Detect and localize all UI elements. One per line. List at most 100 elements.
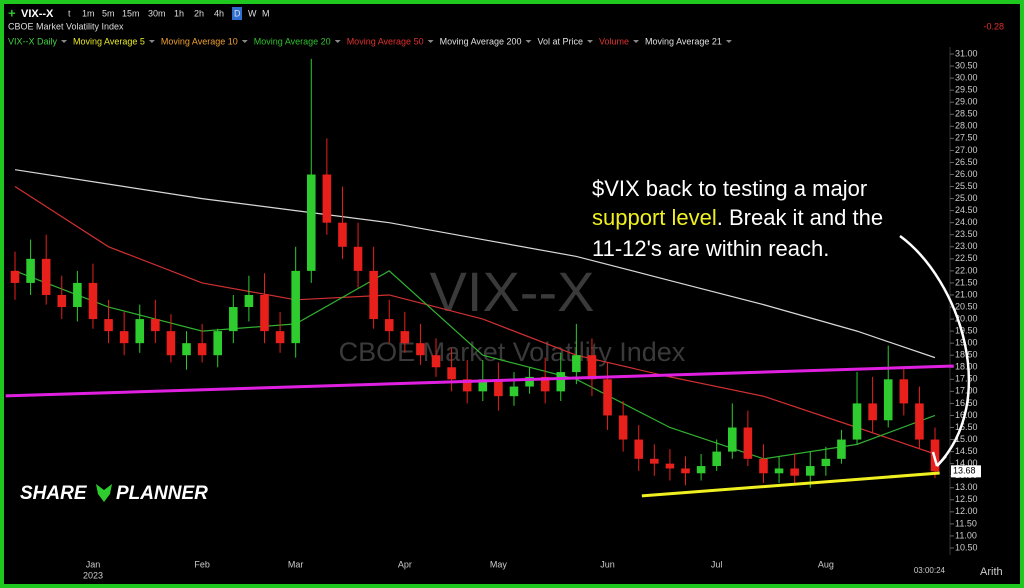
- candle-body: [73, 282, 82, 308]
- candle-body: [868, 403, 877, 421]
- candle-body: [509, 386, 519, 397]
- candle-body: [260, 294, 269, 332]
- legend-entry[interactable]: Moving Average 50: [347, 36, 424, 46]
- y-tick-label: 25.00: [955, 193, 978, 203]
- legend-entry[interactable]: Moving Average 21: [645, 36, 722, 46]
- interval[interactable]: 4h: [214, 8, 224, 18]
- candle-body: [603, 379, 612, 416]
- interval[interactable]: W: [248, 8, 257, 18]
- candle-body: [728, 427, 737, 452]
- scale-mode[interactable]: Arith: [980, 566, 1003, 578]
- legend-caret: [148, 40, 155, 43]
- interval[interactable]: 1h: [174, 8, 184, 18]
- candle-body: [899, 379, 909, 404]
- interval[interactable]: 1m: [82, 8, 95, 18]
- interval[interactable]: 30m: [148, 8, 166, 18]
- y-tick-label: 10.50: [955, 542, 978, 552]
- interval[interactable]: 2h: [194, 8, 204, 18]
- trendline: [5, 364, 954, 398]
- legend-caret: [427, 40, 434, 43]
- y-tick-label: 15.50: [955, 422, 978, 432]
- annotation: 11-12's are within reach.: [592, 236, 829, 261]
- y-tick-label: 20.50: [955, 301, 978, 311]
- y-tick-label: 23.50: [955, 229, 978, 239]
- watermark-subtitle: CBOE Market Volatility Index: [339, 337, 686, 367]
- candle-body: [41, 258, 51, 295]
- y-tick-label: 11.00: [955, 530, 977, 540]
- interval[interactable]: 15m: [122, 8, 140, 18]
- candle-body: [618, 415, 628, 440]
- logo: SHARE PLANNER: [20, 483, 208, 504]
- candle-body: [400, 331, 410, 344]
- y-tick-label: 23.00: [955, 241, 978, 251]
- y-tick-label: 25.50: [955, 181, 978, 191]
- y-tick-label: 31.00: [955, 48, 978, 58]
- candle-body: [10, 270, 20, 283]
- add-icon[interactable]: +: [8, 5, 16, 20]
- legend-caret: [725, 40, 732, 43]
- y-tick-label: 30.00: [955, 72, 978, 82]
- candle-body: [104, 319, 113, 332]
- y-tick-label: 27.00: [955, 145, 978, 155]
- interval[interactable]: t: [68, 8, 71, 18]
- legend-entry[interactable]: Volume: [599, 36, 629, 46]
- interval[interactable]: 5m: [102, 8, 115, 18]
- change: -0.28: [983, 21, 1004, 31]
- y-tick-label: 22.00: [955, 265, 978, 275]
- annotation: support level. Break it and the: [592, 205, 883, 230]
- legend-caret: [587, 40, 594, 43]
- legend-entry[interactable]: VIX--X Daily: [8, 36, 58, 46]
- candle-body: [883, 379, 893, 421]
- candle-body: [431, 355, 441, 368]
- candle-body: [416, 343, 425, 356]
- candle-body: [26, 258, 35, 283]
- legend-entry[interactable]: Vol at Price: [537, 36, 583, 46]
- x-tick-label: Mar: [288, 559, 304, 569]
- candle-body: [712, 451, 721, 467]
- trendline: [641, 471, 940, 498]
- interval-active: [232, 7, 242, 20]
- y-tick-label: 20.00: [955, 313, 978, 323]
- candle-body: [88, 282, 98, 320]
- y-tick-label: 12.50: [955, 494, 978, 504]
- candle-body: [540, 376, 550, 392]
- y-tick-label: 19.00: [955, 338, 978, 348]
- legend-caret: [633, 40, 640, 43]
- y-tick-label: 17.50: [955, 374, 978, 384]
- candle-body: [915, 403, 924, 440]
- candle-body: [353, 246, 363, 271]
- y-tick-label: 24.50: [955, 205, 978, 215]
- annotation-highlight: support level: [592, 205, 717, 230]
- symbol[interactable]: VIX--X: [21, 8, 54, 20]
- y-tick-label: 17.00: [955, 386, 978, 396]
- candle-body: [213, 331, 222, 356]
- x-tick-label: May: [490, 559, 508, 569]
- legend-entry[interactable]: Moving Average 5: [73, 36, 145, 46]
- candle-body: [525, 376, 534, 387]
- y-tick-label: 21.50: [955, 277, 978, 287]
- candle-body: [135, 319, 145, 344]
- moving-average: [14, 186, 936, 455]
- candle-body: [369, 270, 378, 320]
- interval[interactable]: M: [262, 8, 270, 18]
- candle-body: [821, 458, 831, 467]
- candle-body: [696, 466, 706, 474]
- time: 03:00:24: [914, 566, 946, 575]
- candle-body: [634, 439, 644, 459]
- legend-entry[interactable]: Moving Average 20: [254, 36, 331, 46]
- candle-body: [447, 367, 456, 380]
- candle-body: [229, 307, 238, 332]
- legend-entry[interactable]: Moving Average 200: [440, 36, 522, 46]
- candle-body: [306, 174, 316, 271]
- y-tick-label: 12.00: [955, 506, 978, 516]
- legend-entry[interactable]: Moving Average 10: [161, 36, 238, 46]
- moving-average: [14, 169, 936, 359]
- candle-body: [182, 343, 191, 356]
- y-tick-label: 29.00: [955, 97, 978, 107]
- y-tick-label: 27.50: [955, 133, 978, 143]
- arrow-head: [931, 451, 947, 467]
- interval[interactable]: D: [234, 8, 241, 18]
